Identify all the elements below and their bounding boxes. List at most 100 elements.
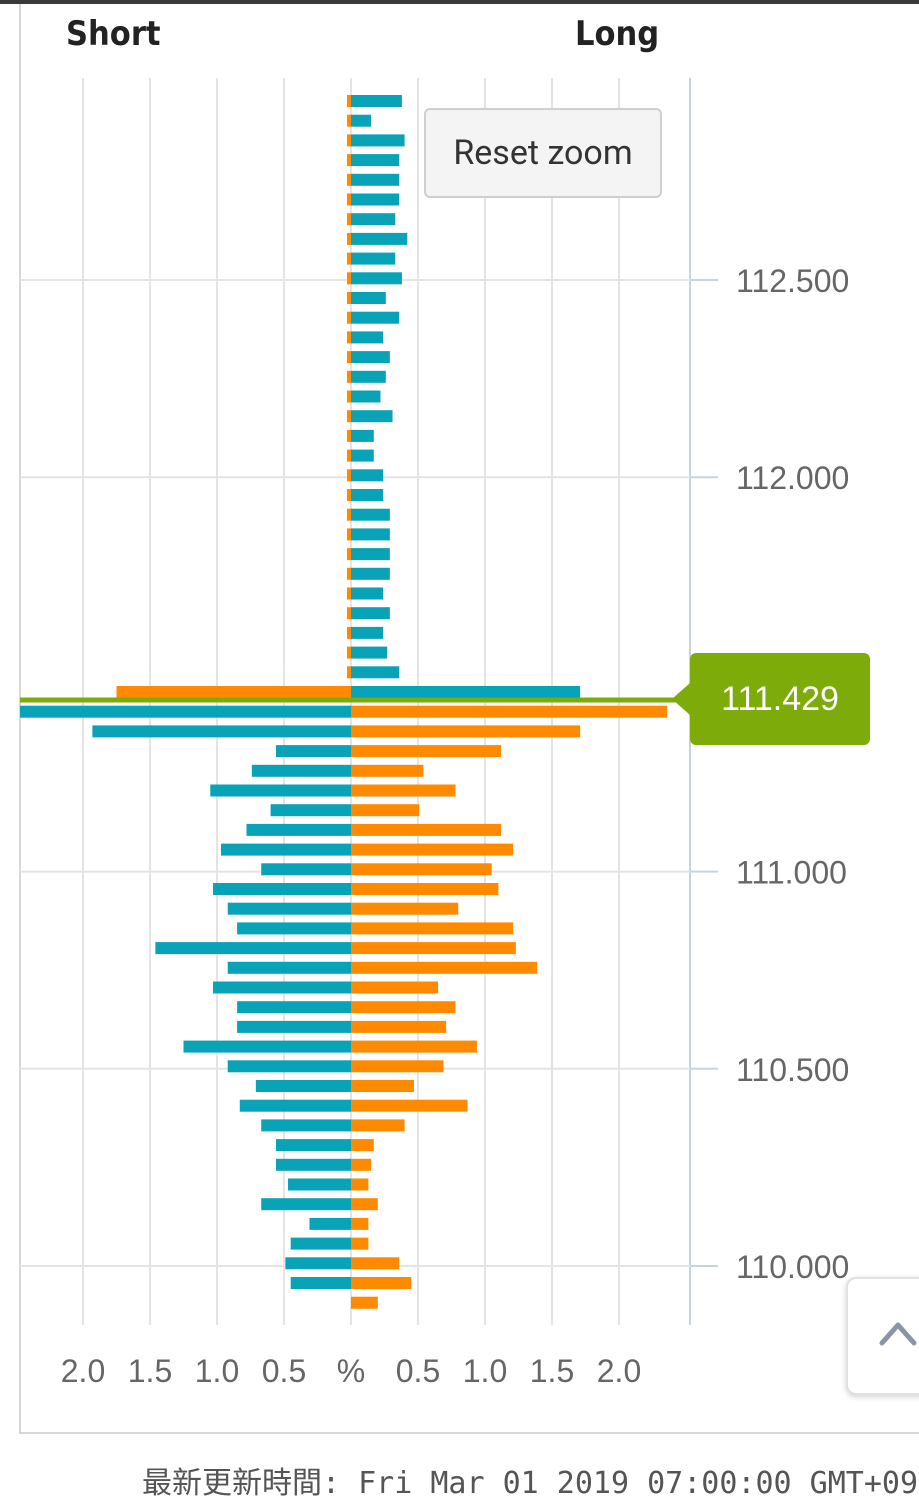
bar-right — [351, 745, 502, 758]
bar-right — [351, 942, 516, 955]
bar-left — [347, 528, 351, 541]
current-price-badge: 111.429 — [672, 653, 870, 745]
x-tick-label: 2.0 — [597, 1353, 641, 1389]
bar-left — [275, 1158, 351, 1171]
bar-right — [351, 666, 400, 679]
bar-right — [351, 410, 393, 423]
bar-right — [351, 370, 386, 383]
bar-right — [351, 1060, 444, 1073]
bar-right — [351, 725, 581, 738]
bar-left — [210, 784, 351, 797]
reset-zoom-button[interactable]: Reset zoom — [424, 108, 662, 198]
bar-right — [351, 626, 384, 639]
x-tick-label: % — [337, 1353, 365, 1389]
top-bar — [0, 0, 919, 4]
bar-right — [351, 331, 384, 344]
bar-left — [239, 1099, 351, 1112]
bar-left — [347, 469, 351, 482]
bar-right — [351, 469, 384, 482]
bar-right — [351, 1020, 447, 1033]
bar-left — [347, 292, 351, 304]
x-tick-label: 1.5 — [128, 1353, 172, 1389]
bar-left — [347, 489, 351, 501]
order-book-chart[interactable]: 112.500 112.000 111.000 110.500 110.000 2.0 1.… — [0, 0, 919, 1440]
bar-left — [347, 272, 351, 285]
last-updated-text: 最新更新時間: Fri Mar 01 2019 07:00:00 GMT+090… — [142, 1466, 919, 1501]
bar-left — [347, 331, 351, 344]
bar-left — [309, 1217, 351, 1230]
bar-right — [351, 114, 372, 127]
bar-right — [351, 705, 668, 718]
bar-left — [227, 902, 351, 915]
bar-left — [347, 311, 351, 324]
x-tick-label: 1.0 — [195, 1353, 239, 1389]
bar-right — [351, 134, 405, 147]
bar-left — [261, 1198, 351, 1211]
bar-right — [351, 1040, 477, 1053]
bar-left — [347, 508, 351, 521]
bar-left — [347, 646, 351, 659]
bar-right — [351, 686, 581, 698]
bar-left — [347, 134, 351, 147]
bar-left — [347, 114, 351, 127]
bar-right — [351, 961, 538, 974]
x-tick-label: 0.5 — [262, 1353, 306, 1389]
bar-right — [351, 528, 390, 541]
bar-left — [347, 548, 351, 561]
bar-right — [351, 154, 400, 167]
scroll-top-button[interactable] — [846, 1277, 919, 1395]
axis-layer: 112.500 112.000 111.000 110.500 110.000 2.0 1.… — [61, 263, 850, 1389]
short-label: Short — [66, 14, 161, 54]
bar-left — [347, 390, 351, 403]
bar-left — [347, 252, 351, 265]
y-tick-label: 110.000 — [736, 1249, 849, 1285]
long-label: Long — [575, 14, 660, 54]
bar-left — [227, 961, 351, 974]
bar-left — [347, 567, 351, 580]
bar-right — [351, 607, 390, 620]
bar-right — [351, 804, 420, 817]
bar-right — [351, 764, 424, 777]
bar-left — [155, 942, 351, 955]
bar-left — [251, 764, 351, 777]
bar-right — [351, 95, 402, 107]
bar-left — [275, 745, 351, 758]
bar-left — [221, 843, 351, 856]
y-tick-label: 110.500 — [736, 1052, 849, 1088]
bar-left — [347, 666, 351, 679]
bar-right — [351, 311, 400, 324]
bar-left — [246, 823, 351, 836]
bar-left — [212, 981, 351, 994]
bar-right — [351, 823, 502, 836]
bar-left — [275, 1139, 351, 1152]
bar-left — [347, 351, 351, 364]
bar-right — [351, 646, 388, 659]
bar-right — [351, 1178, 369, 1191]
bar-left — [237, 922, 351, 935]
bar-right — [351, 1198, 378, 1211]
bar-left — [261, 1119, 351, 1132]
bar-left — [347, 95, 351, 107]
bar-right — [351, 567, 390, 580]
bar-right — [351, 902, 459, 915]
bar-left — [237, 1001, 351, 1014]
bar-right — [351, 587, 384, 600]
bar-left — [347, 154, 351, 167]
bar-right — [351, 292, 386, 304]
bar-right — [351, 922, 514, 935]
bar-right — [351, 1001, 456, 1014]
bar-right — [351, 213, 396, 226]
bar-right — [351, 548, 390, 561]
x-tick-label: 1.0 — [463, 1353, 507, 1389]
x-tick-label: 2.0 — [61, 1353, 105, 1389]
bars-layer — [20, 95, 690, 1309]
bar-right — [351, 1158, 372, 1171]
bar-left — [347, 587, 351, 600]
bar-right — [351, 390, 381, 403]
bar-left — [288, 1178, 351, 1191]
y-tick-label: 111.000 — [736, 855, 847, 891]
bar-right — [351, 252, 396, 265]
bar-left — [20, 705, 352, 718]
bar-right — [351, 784, 456, 797]
bar-right — [351, 351, 390, 364]
